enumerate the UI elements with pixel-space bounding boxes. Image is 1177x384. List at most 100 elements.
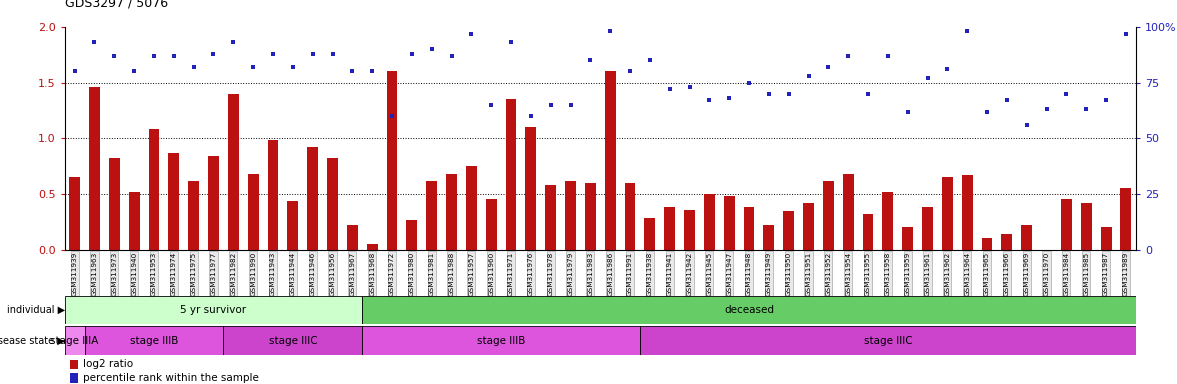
Text: GSM311971: GSM311971 bbox=[508, 252, 514, 296]
Point bbox=[600, 28, 619, 35]
Bar bbox=[506, 99, 517, 250]
Bar bbox=[224, 326, 363, 355]
Bar bbox=[208, 156, 219, 250]
Bar bbox=[704, 194, 714, 250]
Bar bbox=[605, 71, 616, 250]
Text: GSM311959: GSM311959 bbox=[905, 252, 911, 296]
Bar bbox=[644, 218, 656, 250]
Bar bbox=[962, 175, 972, 250]
Point bbox=[481, 102, 500, 108]
Point bbox=[581, 57, 600, 63]
Point bbox=[304, 51, 322, 57]
Bar bbox=[783, 211, 794, 250]
Text: GSM311960: GSM311960 bbox=[488, 252, 494, 296]
Text: GSM311942: GSM311942 bbox=[686, 252, 692, 296]
Bar bbox=[664, 207, 676, 250]
Bar bbox=[1060, 200, 1072, 250]
Text: GSM311957: GSM311957 bbox=[468, 252, 474, 296]
Point bbox=[839, 53, 858, 59]
Text: GSM311973: GSM311973 bbox=[112, 252, 118, 296]
Bar bbox=[287, 200, 298, 250]
Point bbox=[501, 40, 520, 46]
Text: GDS3297 / 5076: GDS3297 / 5076 bbox=[65, 0, 168, 9]
Text: GSM311986: GSM311986 bbox=[607, 252, 613, 296]
Text: GSM311950: GSM311950 bbox=[786, 252, 792, 296]
Text: GSM311982: GSM311982 bbox=[231, 252, 237, 296]
Point bbox=[720, 95, 739, 101]
Bar bbox=[883, 192, 893, 250]
Text: GSM311948: GSM311948 bbox=[746, 252, 752, 296]
Bar bbox=[486, 200, 497, 250]
Bar bbox=[803, 203, 814, 250]
Point bbox=[819, 64, 838, 70]
Point bbox=[185, 64, 204, 70]
Point bbox=[145, 53, 164, 59]
Text: GSM311972: GSM311972 bbox=[390, 252, 395, 296]
Point bbox=[165, 53, 184, 59]
Text: stage IIIC: stage IIIC bbox=[864, 336, 912, 346]
Bar bbox=[71, 373, 78, 382]
Bar bbox=[525, 127, 537, 250]
Bar bbox=[65, 296, 363, 324]
Text: stage IIIA: stage IIIA bbox=[51, 336, 99, 346]
Bar bbox=[684, 210, 694, 250]
Text: GSM311969: GSM311969 bbox=[1024, 252, 1030, 296]
Bar bbox=[347, 225, 358, 250]
Text: GSM311989: GSM311989 bbox=[1123, 252, 1129, 296]
Text: GSM311981: GSM311981 bbox=[428, 252, 434, 296]
Text: GSM311967: GSM311967 bbox=[350, 252, 355, 296]
Bar bbox=[426, 180, 437, 250]
Bar bbox=[903, 227, 913, 250]
Bar bbox=[267, 141, 279, 250]
Bar bbox=[446, 174, 457, 250]
Point bbox=[859, 91, 878, 97]
Bar bbox=[71, 360, 78, 369]
Point bbox=[918, 75, 937, 81]
Point bbox=[85, 40, 104, 46]
Text: GSM311946: GSM311946 bbox=[310, 252, 315, 296]
Point bbox=[461, 30, 480, 36]
Text: GSM311963: GSM311963 bbox=[92, 252, 98, 296]
Bar bbox=[744, 207, 754, 250]
Point bbox=[958, 28, 977, 35]
Point bbox=[125, 68, 144, 74]
Text: stage IIIC: stage IIIC bbox=[268, 336, 317, 346]
Point bbox=[204, 51, 222, 57]
Point bbox=[244, 64, 262, 70]
Point bbox=[640, 57, 659, 63]
Text: GSM311953: GSM311953 bbox=[151, 252, 157, 296]
Point bbox=[759, 91, 778, 97]
Bar bbox=[188, 180, 199, 250]
Point bbox=[322, 51, 343, 57]
Text: GSM311941: GSM311941 bbox=[666, 252, 673, 296]
Point bbox=[423, 46, 441, 52]
Bar bbox=[1002, 234, 1012, 250]
Text: GSM311977: GSM311977 bbox=[211, 252, 217, 296]
Point bbox=[997, 97, 1016, 103]
Bar bbox=[85, 326, 224, 355]
Bar bbox=[565, 180, 576, 250]
Text: GSM311943: GSM311943 bbox=[270, 252, 275, 296]
Text: GSM311961: GSM311961 bbox=[925, 252, 931, 296]
Point bbox=[739, 79, 758, 86]
Bar bbox=[386, 71, 398, 250]
Bar bbox=[823, 180, 833, 250]
Point bbox=[1017, 122, 1036, 128]
Bar bbox=[65, 326, 85, 355]
Bar bbox=[168, 153, 179, 250]
Text: GSM311975: GSM311975 bbox=[191, 252, 197, 296]
Point bbox=[680, 84, 699, 90]
Bar bbox=[545, 185, 557, 250]
Bar bbox=[764, 225, 774, 250]
Text: GSM311956: GSM311956 bbox=[330, 252, 335, 296]
Bar bbox=[724, 196, 734, 250]
Point bbox=[224, 40, 242, 46]
Bar bbox=[1121, 189, 1131, 250]
Point bbox=[105, 53, 124, 59]
Text: GSM311970: GSM311970 bbox=[1044, 252, 1050, 296]
Text: 5 yr survivor: 5 yr survivor bbox=[180, 305, 246, 315]
Point bbox=[443, 53, 461, 59]
Bar bbox=[922, 207, 933, 250]
Point bbox=[284, 64, 302, 70]
Text: GSM311984: GSM311984 bbox=[1063, 252, 1070, 296]
